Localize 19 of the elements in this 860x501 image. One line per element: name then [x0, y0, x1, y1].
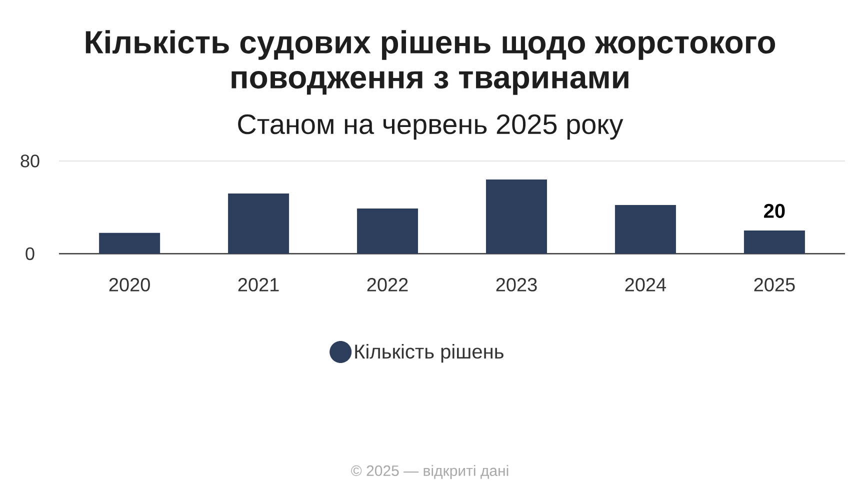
legend-label: Кількість рішень [355, 344, 504, 363]
x-tick-label: 2020 [109, 278, 150, 292]
y-tick-label: 0 [26, 247, 34, 260]
x-tick-label: 2023 [496, 278, 537, 292]
bar [357, 208, 418, 254]
bar [614, 205, 676, 254]
x-tick-label: 2021 [238, 278, 279, 292]
bar [228, 193, 290, 254]
chart-subtitle: Станом на червень 2025 року [238, 114, 624, 140]
x-tick-label: 2025 [754, 278, 795, 292]
chart-title: Кількість судових рішень щодо жорстокого поводження з тваринами [86, 30, 776, 95]
text: © 2025 — відкриті дані [351, 465, 508, 479]
x-tick-label: 2022 [367, 278, 408, 292]
bar [99, 232, 160, 254]
bar [744, 230, 805, 254]
y-tick-label: 80 [20, 154, 40, 168]
x-tick-label: 2024 [625, 278, 666, 292]
bar [486, 180, 547, 254]
data-label: 20 [764, 204, 785, 218]
